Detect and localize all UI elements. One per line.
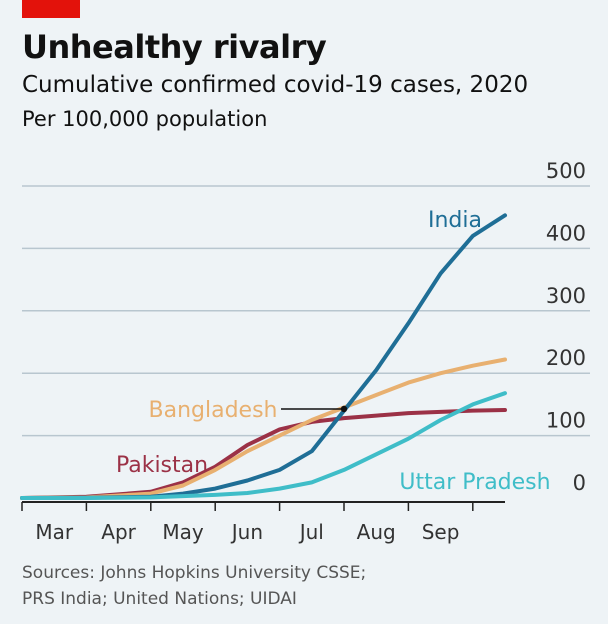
source-line-2: PRS India; United Nations; UIDAI [22,589,297,609]
y-tick-label-100: 100 [546,409,586,433]
chart-source: Sources: Johns Hopkins University CSSE; … [22,560,366,612]
series-line-bangladesh [20,357,507,500]
x-tick-label-may: May [162,520,204,544]
series-label-bangladesh: Bangladesh [149,398,278,423]
source-line-1: Sources: Johns Hopkins University CSSE; [22,563,367,583]
series-line-india [20,213,507,500]
y-tick-label-300: 300 [546,284,586,308]
x-tick-label-sep: Sep [422,520,460,544]
x-tick-label-apr: Apr [101,520,136,544]
y-tick-label-400: 400 [546,221,586,245]
chart-unit-label: Per 100,000 population [22,107,268,131]
y-tick-label-0: 0 [573,471,586,495]
chart-plot: 0 100 200 300 400 500 Mar Apr May Jun Jul Aug Sep Pak… [20,159,590,544]
x-tick-label-jul: Jul [298,520,324,544]
x-tick-label-jun: Jun [230,520,263,544]
y-tick-label-500: 500 [546,159,586,183]
series-line-uttar-pradesh [20,391,507,500]
x-tick-label-aug: Aug [357,520,396,544]
series-label-uttar-pradesh: Uttar Pradesh [399,470,550,495]
annotation-dot [340,405,348,413]
series-label-pakistan: Pakistan [116,453,208,478]
chart-subtitle: Cumulative confirmed covid-19 cases, 202… [22,72,529,98]
y-tick-label-200: 200 [546,346,586,370]
x-tick-label-mar: Mar [35,520,74,544]
chart-title: Unhealthy rivalry [22,28,327,66]
brand-red-tag [22,0,80,18]
series-label-india: India [428,208,482,233]
